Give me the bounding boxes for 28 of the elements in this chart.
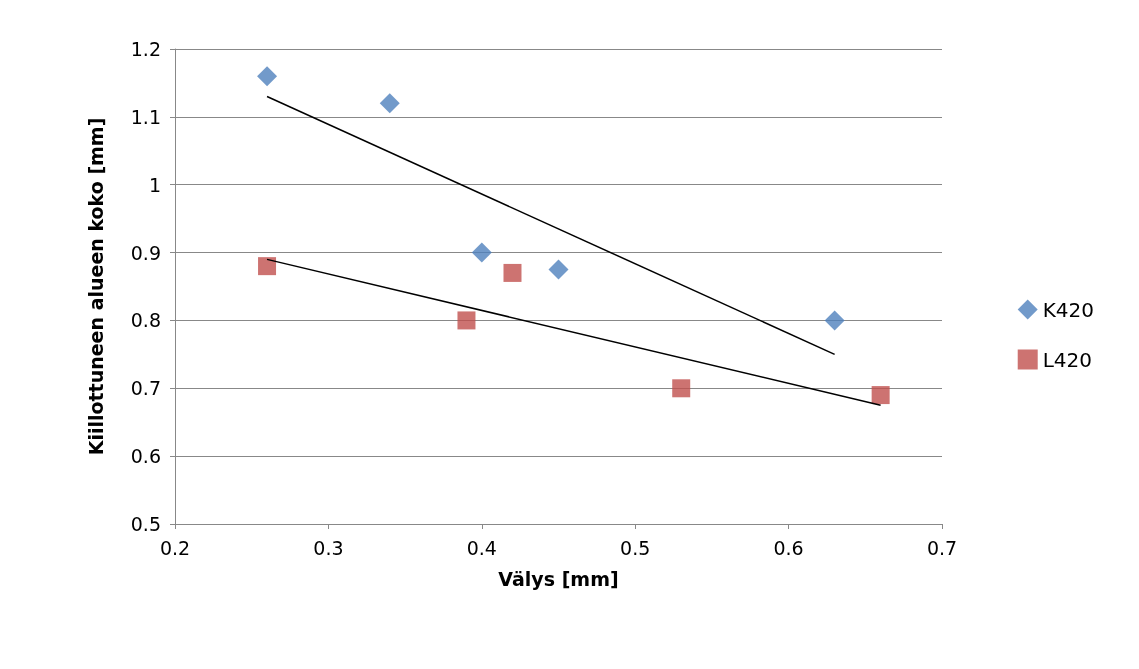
y-axis-title: Kiillottuneen alueen koko [mm] <box>84 117 107 456</box>
y-tick-label: 0.6 <box>130 445 161 468</box>
x-tick-label: 0.7 <box>926 536 958 559</box>
y-tick-label: 0.5 <box>130 513 161 535</box>
y-tick-label: 1.1 <box>130 105 161 128</box>
point <box>503 263 522 282</box>
point <box>457 311 476 330</box>
x-tick-label: 0.2 <box>159 536 191 559</box>
legend-label: L420 <box>1042 347 1093 372</box>
point <box>548 259 569 280</box>
legend-label: K420 <box>1042 297 1095 322</box>
x-tick-label: 0.5 <box>620 536 651 559</box>
point <box>258 257 277 276</box>
point <box>257 66 278 87</box>
point <box>871 386 890 405</box>
y-tick-label: 0.7 <box>130 377 161 400</box>
point <box>672 379 691 398</box>
x-tick-label: 0.3 <box>313 536 344 559</box>
y-tick-label: 1.2 <box>130 38 161 60</box>
y-tick-label: 0.9 <box>130 241 161 264</box>
point <box>471 242 492 263</box>
y-tick-label: 1 <box>148 173 161 196</box>
y-tick-label: 0.8 <box>130 309 161 332</box>
x-axis-title: Välys [mm] <box>498 567 619 590</box>
x-tick-label: 0.4 <box>466 536 497 559</box>
point <box>824 310 845 331</box>
x-tick-label: 0.6 <box>773 536 804 559</box>
point <box>379 93 400 114</box>
